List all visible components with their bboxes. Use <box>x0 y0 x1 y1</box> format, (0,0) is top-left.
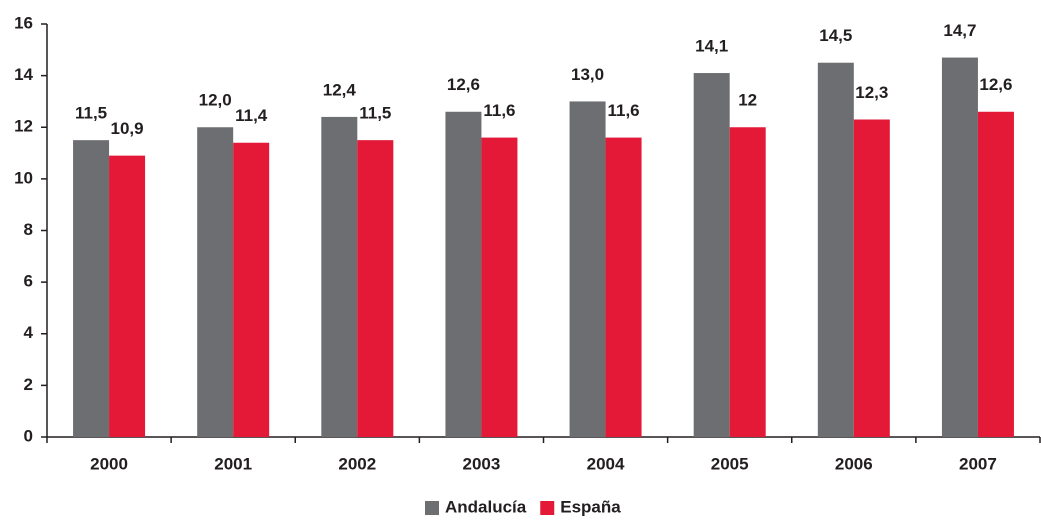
value-label: 11,4 <box>235 106 268 125</box>
y-tick-label: 0 <box>24 426 33 445</box>
value-label: 12,6 <box>979 75 1012 94</box>
y-tick-label: 4 <box>24 323 34 342</box>
value-label: 12 <box>738 91 757 110</box>
bar <box>109 155 146 438</box>
bar <box>853 119 890 437</box>
bar <box>817 62 854 437</box>
bar <box>977 111 1014 437</box>
x-tick-label: 2000 <box>90 454 128 473</box>
value-label: 12,6 <box>447 75 480 94</box>
legend-label: España <box>560 497 621 516</box>
bar <box>569 101 606 437</box>
y-tick-label: 16 <box>14 13 33 32</box>
value-label: 12,4 <box>323 80 357 99</box>
bar <box>197 127 234 437</box>
y-tick-label: 10 <box>14 168 33 187</box>
y-tick-label: 2 <box>24 375 33 394</box>
bar <box>357 140 394 437</box>
value-label: 14,1 <box>695 37 728 56</box>
x-tick-label: 2003 <box>463 454 501 473</box>
bar <box>233 142 270 438</box>
bar <box>941 57 978 438</box>
x-tick-label: 2002 <box>338 454 376 473</box>
y-tick-label: 8 <box>24 220 33 239</box>
x-tick-label: 2005 <box>711 454 749 473</box>
value-label: 11,5 <box>75 104 107 123</box>
value-label: 11,5 <box>359 104 391 123</box>
value-label: 14,5 <box>819 26 852 45</box>
x-tick-label: 2006 <box>835 454 873 473</box>
value-label: 12,3 <box>855 83 888 102</box>
legend-swatch <box>425 501 439 515</box>
x-tick-label: 2004 <box>587 454 625 473</box>
value-label: 11,6 <box>483 101 515 120</box>
value-label: 13,0 <box>571 65 604 84</box>
bar <box>73 140 110 437</box>
value-label: 12,0 <box>199 91 232 110</box>
bar <box>729 127 766 437</box>
legend-swatch <box>540 501 555 515</box>
value-label: 14,7 <box>943 21 976 40</box>
x-tick-label: 2001 <box>214 454 252 473</box>
bar <box>481 137 518 437</box>
y-tick-label: 6 <box>24 272 33 291</box>
legend-label: Andalucía <box>445 497 527 516</box>
x-tick-label: 2007 <box>959 454 997 473</box>
bar <box>605 137 642 437</box>
value-label: 10,9 <box>111 119 144 138</box>
bar <box>445 111 482 437</box>
bar <box>321 116 358 438</box>
y-tick-label: 14 <box>14 65 33 84</box>
value-label: 11,6 <box>607 101 639 120</box>
y-tick-label: 12 <box>14 117 33 136</box>
bar <box>693 73 730 437</box>
